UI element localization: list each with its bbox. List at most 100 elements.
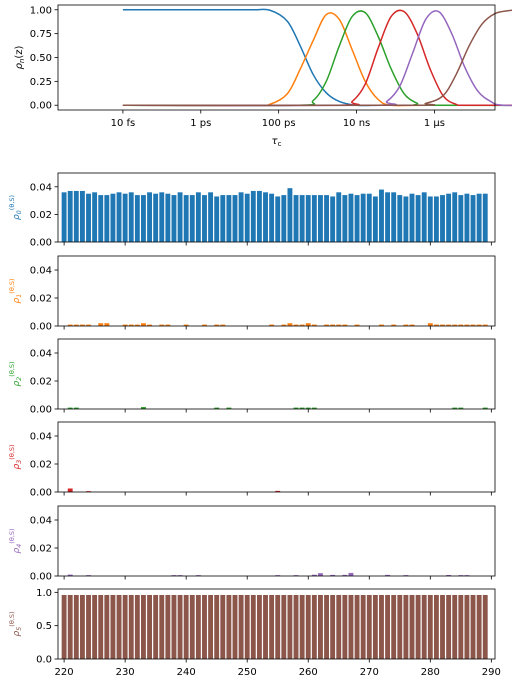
bar (318, 195, 323, 242)
bar (464, 193, 470, 242)
axes-frame (57, 505, 496, 577)
bar (458, 324, 464, 326)
bar (232, 595, 238, 659)
bar (67, 190, 73, 242)
bar-panel-1: 0.00 0.02 0.04 ρ1(θ,S) (8, 255, 496, 333)
bar (128, 595, 134, 659)
bar-panel-0: 0.00 0.02 0.04 ρ0(θ,S) (8, 172, 496, 249)
bar (147, 324, 152, 326)
bar (256, 190, 262, 242)
x-tick-label: 250 (238, 667, 257, 678)
bar (354, 324, 360, 326)
bar (226, 407, 232, 409)
x-axis-label-sub: c (278, 140, 282, 148)
bar (458, 595, 464, 659)
bar (409, 595, 415, 659)
bar (305, 323, 311, 326)
bar (342, 324, 348, 326)
y-axis-label-arg: (z) (14, 45, 25, 58)
bar (482, 324, 488, 326)
bar (79, 595, 85, 659)
y-tick-label: 0.04 (30, 182, 52, 193)
y-axis-label-sub: 4 (15, 544, 23, 548)
bar (104, 323, 110, 326)
bar (73, 190, 79, 242)
y-axis-label: ρ3(θ,S) (8, 444, 23, 469)
bar (61, 192, 67, 242)
y-tick-label: 0.00 (30, 238, 52, 249)
x-tick-label: 290 (482, 667, 501, 678)
y-axis-label: ρ0(θ,S) (8, 195, 23, 220)
bar (482, 407, 488, 409)
bar (433, 196, 439, 242)
series-line-1 (122, 12, 512, 107)
bar (122, 193, 128, 242)
bar (397, 195, 403, 242)
bar (281, 595, 287, 659)
bar (165, 324, 171, 326)
bar (433, 324, 439, 326)
y-tick-label: 1.00 (30, 5, 52, 16)
x-tick-label: 10 ns (343, 118, 370, 129)
axes-frame (57, 421, 496, 493)
bar (330, 595, 336, 659)
x-tick-label: 10 fs (111, 118, 136, 129)
bar (336, 595, 342, 659)
bar (104, 595, 110, 659)
bar (134, 595, 140, 659)
bar (446, 193, 452, 242)
y-axis-label-sub: 3 (15, 460, 23, 464)
bar (305, 407, 311, 409)
bar (183, 195, 189, 242)
y-axis-label-sup: (θ,S) (8, 278, 16, 293)
bar (67, 595, 73, 659)
bar (202, 195, 207, 242)
y-axis-label-sup: (θ,S) (8, 195, 16, 210)
bar (446, 575, 452, 576)
bar (354, 195, 360, 242)
bar (128, 324, 134, 326)
bar (311, 407, 317, 409)
bar (293, 324, 299, 326)
y-axis-label-sub: 0 (15, 210, 23, 214)
bar (311, 195, 317, 242)
bar (385, 192, 391, 242)
bar (305, 595, 311, 659)
x-tick-label: 270 (360, 667, 379, 678)
y-tick-label: 0.75 (30, 29, 52, 40)
bar (299, 595, 305, 659)
bar (415, 195, 421, 242)
bar (446, 595, 452, 659)
axes-frame (57, 588, 496, 660)
bar (385, 574, 391, 576)
bar (141, 195, 146, 242)
bar (134, 195, 140, 242)
bar (244, 595, 250, 659)
y-tick-label: 0.04 (30, 516, 52, 527)
bar (122, 324, 128, 326)
bar (397, 595, 403, 659)
x-tick-label: 240 (177, 667, 196, 678)
bar (159, 324, 165, 326)
bar (379, 189, 384, 242)
y-tick-label: 0.00 (30, 488, 52, 499)
bar (360, 193, 366, 242)
bar (183, 595, 189, 659)
bar (134, 324, 140, 326)
bar (110, 595, 116, 659)
bar (318, 595, 323, 659)
y-axis-label-sub: 1 (15, 294, 23, 298)
bar (366, 595, 372, 659)
bar (67, 407, 73, 409)
bar-panel-2: 0.00 0.02 0.04 ρ2(θ,S) (8, 338, 496, 416)
bar (220, 595, 226, 659)
bar-panel-3: 0.00 0.02 0.04 ρ3(θ,S) (8, 421, 496, 499)
y-tick-label: 0.50 (30, 53, 52, 64)
axes-frame (57, 338, 496, 410)
bar (86, 491, 91, 492)
bar (256, 595, 262, 659)
series-line-3 (122, 9, 512, 107)
y-tick-label: 0.04 (30, 266, 52, 277)
bar (275, 196, 281, 242)
